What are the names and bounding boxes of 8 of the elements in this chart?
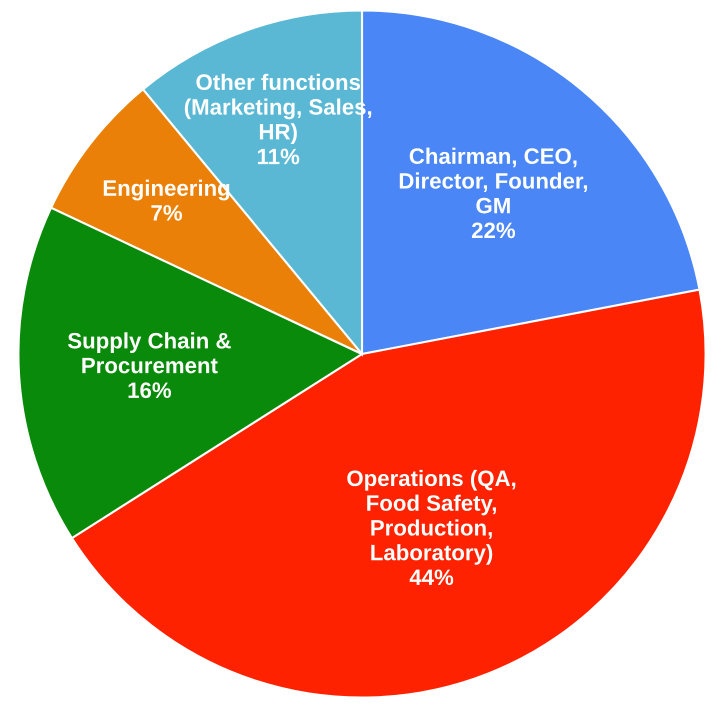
data-label: 16% <box>128 382 172 398</box>
slice-label: Supply Chain & Procurement <box>68 332 231 374</box>
slice-label: Operations (QA, Food Safety, Production, Laboratory) <box>347 470 516 565</box>
data-label: 11% <box>258 148 300 164</box>
data-label: 22% <box>472 222 516 238</box>
slice-label: Chairman, CEO, Director, Founder, GM <box>400 148 588 214</box>
data-label: 44% <box>410 569 454 586</box>
data-label: 7% <box>151 205 182 221</box>
